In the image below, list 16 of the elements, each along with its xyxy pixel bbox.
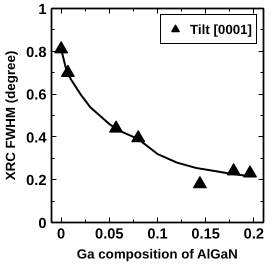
x-tick-label: 0.1 — [147, 226, 168, 242]
y-tick-label: 0.6 — [26, 88, 46, 104]
y-tick-label: 0.2 — [26, 173, 46, 190]
y-tick-label: 1 — [38, 2, 47, 18]
x-tick-label: 0.05 — [95, 226, 124, 242]
y-tick-label: 0 — [38, 216, 47, 232]
point — [54, 41, 68, 54]
legend-label: Tilt [0001] — [190, 22, 252, 36]
y-axis-title: XRC FWHM (degree) — [3, 50, 18, 180]
point — [192, 176, 207, 188]
y-tick-label: 0.4 — [26, 130, 48, 146]
y-tick-label: 0.8 — [26, 44, 46, 61]
x-tick-label: 0 — [57, 226, 66, 242]
x-axis-title: Ga composition of AlGaN — [76, 246, 238, 262]
x-tick-label: 0.15 — [191, 226, 220, 242]
x-tick-label: 0.2 — [244, 226, 264, 242]
